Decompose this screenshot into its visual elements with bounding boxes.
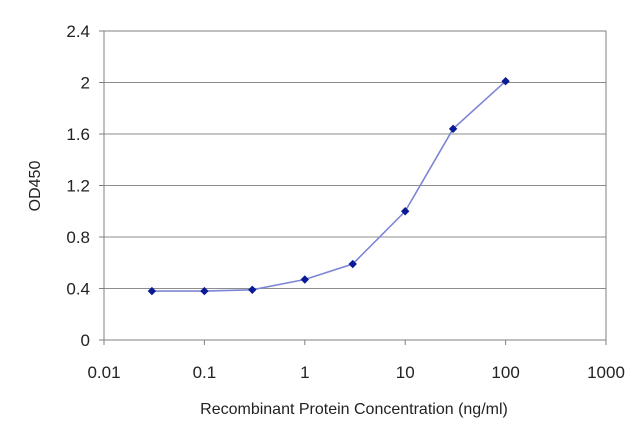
x-tick-label-5: 1000	[587, 363, 625, 382]
series-line-0	[151, 80, 507, 292]
y-tick-label-6: 2.4	[66, 22, 90, 41]
series-layer	[147, 77, 510, 296]
x-tick-label-2: 1	[300, 363, 309, 382]
y-tick-label-5: 2	[81, 74, 90, 93]
data-point-6	[448, 124, 458, 134]
y-tick-label-2: 0.8	[66, 228, 90, 247]
x-axis-title: Recombinant Protein Concentration (ng/ml…	[200, 401, 508, 418]
data-point-3	[300, 275, 309, 284]
data-point-1	[200, 286, 209, 296]
data-point-2	[248, 285, 257, 294]
x-tick-label-4: 100	[491, 363, 519, 382]
x-axis-ticks: 0.01 0.1 1 10 100 1000	[87, 340, 625, 382]
data-point-7	[501, 77, 510, 86]
y-axis-ticks: 0 0.4 0.8 1.2 1.6 2 2.4	[66, 22, 104, 350]
x-tick-label-1: 0.1	[193, 363, 217, 382]
x-tick-label-3: 10	[396, 363, 415, 382]
data-point-5	[401, 207, 410, 216]
y-tick-label-1: 0.4	[66, 280, 90, 299]
y-tick-label-4: 1.6	[66, 125, 90, 144]
y-tick-label-3: 1.2	[66, 177, 90, 196]
data-point-4	[348, 259, 357, 269]
data-point-0	[147, 286, 157, 296]
x-tick-label-0: 0.01	[87, 363, 120, 382]
gridlines	[104, 30, 606, 289]
y-axis-title: OD450	[27, 161, 44, 212]
y-tick-label-0: 0	[81, 331, 90, 350]
